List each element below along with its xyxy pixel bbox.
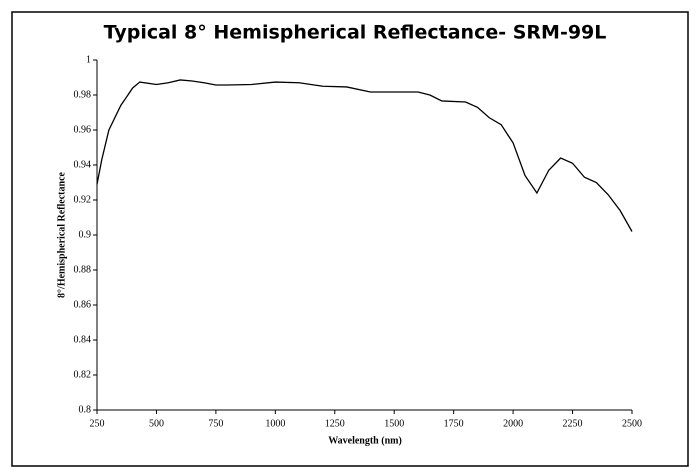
y-tick-label: 0.94 [74,159,92,170]
data-line [96,79,633,232]
y-tick-label: 1 [86,54,91,65]
x-tick-label: 750 [208,418,223,429]
x-tick-label: 1750 [444,418,464,429]
y-tick-label: 0.92 [74,194,92,205]
x-tick-label: 500 [149,418,164,429]
x-tick-label: 2000 [503,418,523,429]
y-tick-label: 0.88 [74,264,92,275]
y-tick-label: 0.98 [74,89,92,100]
x-tick-label: 1250 [325,418,345,429]
y-tick-label: 0.84 [74,334,92,345]
x-tick-label: 1500 [384,418,404,429]
y-axis-label: 8°/Hemispherical Reflectance [56,171,67,297]
x-tick-label: 1000 [265,418,285,429]
y-tick-label: 0.82 [74,369,92,380]
x-tick-label: 2250 [563,418,583,429]
chart-frame [11,11,689,467]
y-tick-label: 0.86 [74,299,92,310]
y-tick-label: 0.8 [79,404,92,415]
x-axis-label: Wavelength (nm) [328,435,402,446]
chart-title: Typical 8° Hemispherical Reflectance- SR… [104,22,607,44]
x-tick-label: 250 [90,418,105,429]
y-tick-label: 0.9 [79,229,92,240]
y-tick-label: 0.96 [74,124,92,135]
x-tick-label: 2500 [622,418,642,429]
